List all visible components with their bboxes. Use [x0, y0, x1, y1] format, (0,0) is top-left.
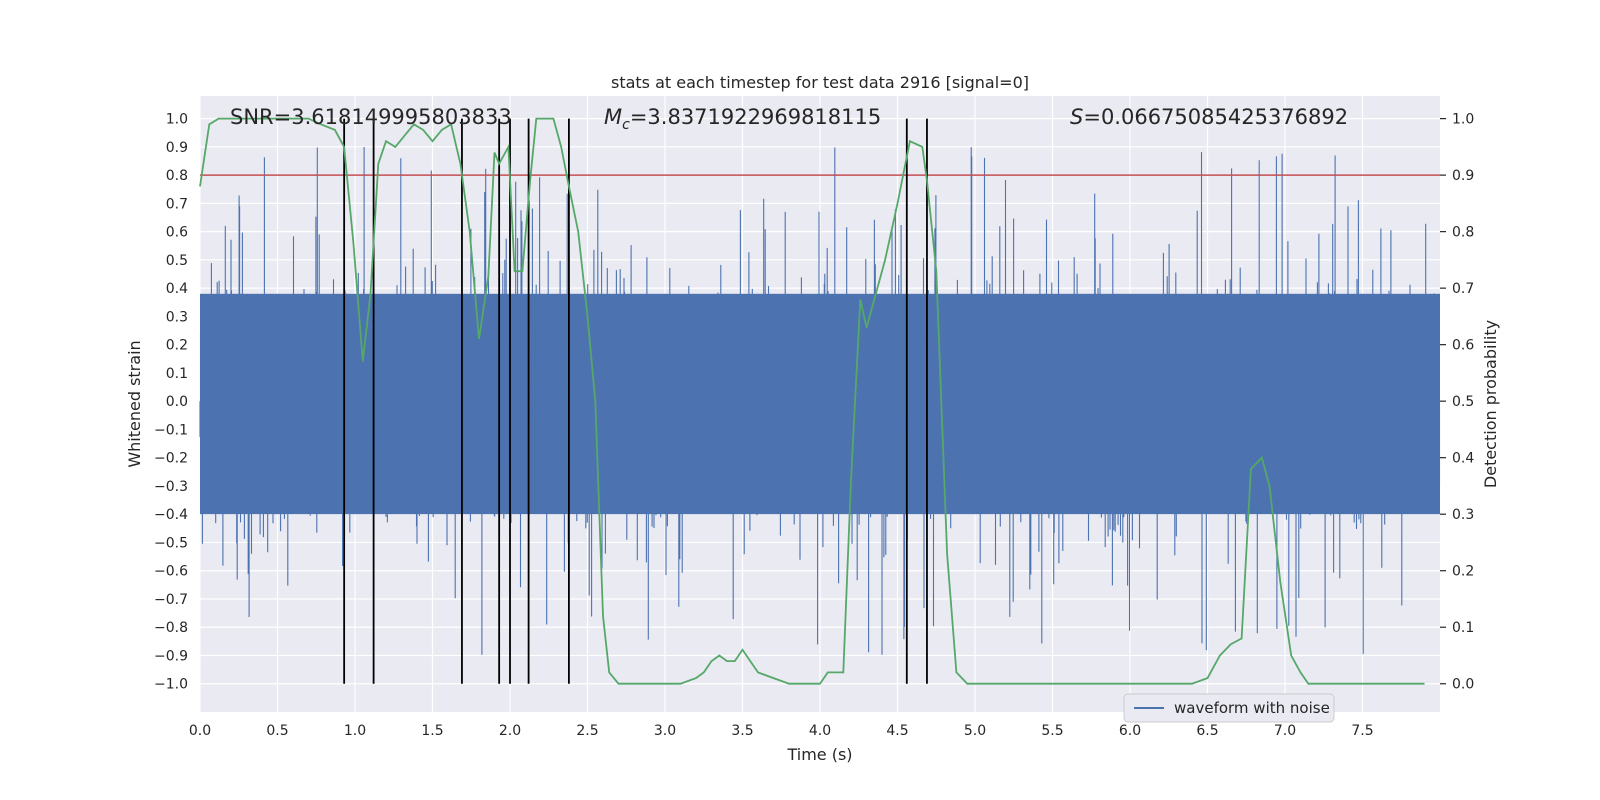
y2-tick-label: 1.0	[1452, 112, 1474, 128]
x-tick-label: 3.0	[654, 723, 676, 739]
chart-title: stats at each timestep for test data 291…	[611, 73, 1029, 92]
x-tick-label: 5.0	[964, 723, 986, 739]
x-tick-label: 1.0	[344, 723, 366, 739]
s-value: =0.06675085425376892	[1083, 105, 1348, 129]
y2-tick-label: 0.3	[1452, 507, 1474, 523]
y-tick-label: −1.0	[154, 677, 188, 693]
x-tick-label: 5.5	[1041, 723, 1063, 739]
x-tick-label: 4.5	[886, 723, 908, 739]
y-tick-label: 0.2	[166, 338, 188, 354]
x-axis-label: Time (s)	[786, 745, 852, 764]
mc-subscript: c	[622, 117, 630, 133]
y-tick-label: −0.1	[154, 422, 188, 438]
waveform-series	[199, 147, 1441, 655]
waveform-trace	[199, 147, 1441, 655]
x-tick-label: 4.0	[809, 723, 831, 739]
y-tick-label: 0.9	[166, 140, 188, 156]
s-symbol: S	[1070, 105, 1083, 129]
x-tick-label: 7.5	[1351, 723, 1373, 739]
y-tick-label: 0.8	[166, 168, 188, 184]
y2-axis-label: Detection probability	[1481, 320, 1500, 488]
y-tick-label: 0.1	[166, 366, 188, 382]
y-tick-label: −0.9	[154, 648, 188, 664]
y2-tick-label: 0.0	[1452, 677, 1474, 693]
y2-tick-label: 0.7	[1452, 281, 1474, 297]
y2-tick-label: 0.6	[1452, 338, 1474, 354]
y-tick-label: −0.5	[154, 535, 188, 551]
y-axis-label: Whitened strain	[125, 340, 144, 467]
y2-tick-label: 0.4	[1452, 451, 1474, 467]
y-tick-label: 0.7	[166, 196, 188, 212]
y-axis-ticks: 1.0 0.9 0.8 0.7 0.6 0.5 0.4 0.3 0.2 0.1 0.0 −0.1 −0.…	[154, 112, 188, 693]
y2-axis-ticks: 1.0 0.9 0.8 0.7 0.6 0.5 0.4 0.3 0.2 0.1 0.0	[1440, 112, 1474, 693]
y2-tick-label: 0.8	[1452, 225, 1474, 241]
legend: waveform with noise	[1123, 693, 1335, 723]
s-annotation: S=0.06675085425376892	[1070, 105, 1348, 129]
y-tick-label: −0.3	[154, 479, 188, 495]
x-tick-label: 6.5	[1196, 723, 1218, 739]
x-tick-label: 2.5	[576, 723, 598, 739]
y-tick-label: −0.8	[154, 620, 188, 636]
snr-annotation: SNR=3.618149995803833	[230, 105, 512, 129]
y-tick-label: −0.6	[154, 564, 188, 580]
x-tick-label: 0.0	[189, 723, 211, 739]
x-tick-label: 1.5	[421, 723, 443, 739]
mc-symbol: M	[604, 105, 622, 129]
probability-series	[199, 117, 1425, 685]
y2-tick-label: 0.2	[1452, 564, 1474, 580]
y-tick-label: 0.0	[166, 394, 188, 410]
vertical-markers	[343, 118, 928, 684]
y-tick-label: 0.3	[166, 309, 188, 325]
x-axis-ticks: 0.0 0.5 1.0 1.5 2.0 2.5 3.0 3.5 4.0 4.5 5.0 5.5 6.0 6…	[189, 723, 1374, 739]
x-tick-label: 6.0	[1119, 723, 1141, 739]
mc-annotation: Mc=3.8371922969818115	[604, 105, 881, 133]
y-tick-label: 1.0	[166, 112, 188, 128]
y-tick-label: −0.7	[154, 592, 188, 608]
y-tick-label: 0.5	[166, 253, 188, 269]
y-tick-label: −0.4	[154, 507, 188, 523]
legend-box	[1123, 693, 1335, 723]
y-tick-label: −0.2	[154, 451, 188, 467]
y2-tick-label: 0.5	[1452, 394, 1474, 410]
y2-tick-label: 0.1	[1452, 620, 1474, 636]
x-tick-label: 0.5	[266, 723, 288, 739]
mc-value: =3.8371922969818115	[630, 105, 881, 129]
y2-tick-label: 0.9	[1452, 168, 1474, 184]
y-tick-label: 0.6	[166, 225, 188, 241]
legend-label: waveform with noise	[1174, 699, 1330, 717]
y-tick-label: 0.4	[166, 281, 188, 297]
x-tick-label: 2.0	[499, 723, 521, 739]
x-tick-label: 7.0	[1274, 723, 1296, 739]
x-tick-label: 3.5	[731, 723, 753, 739]
